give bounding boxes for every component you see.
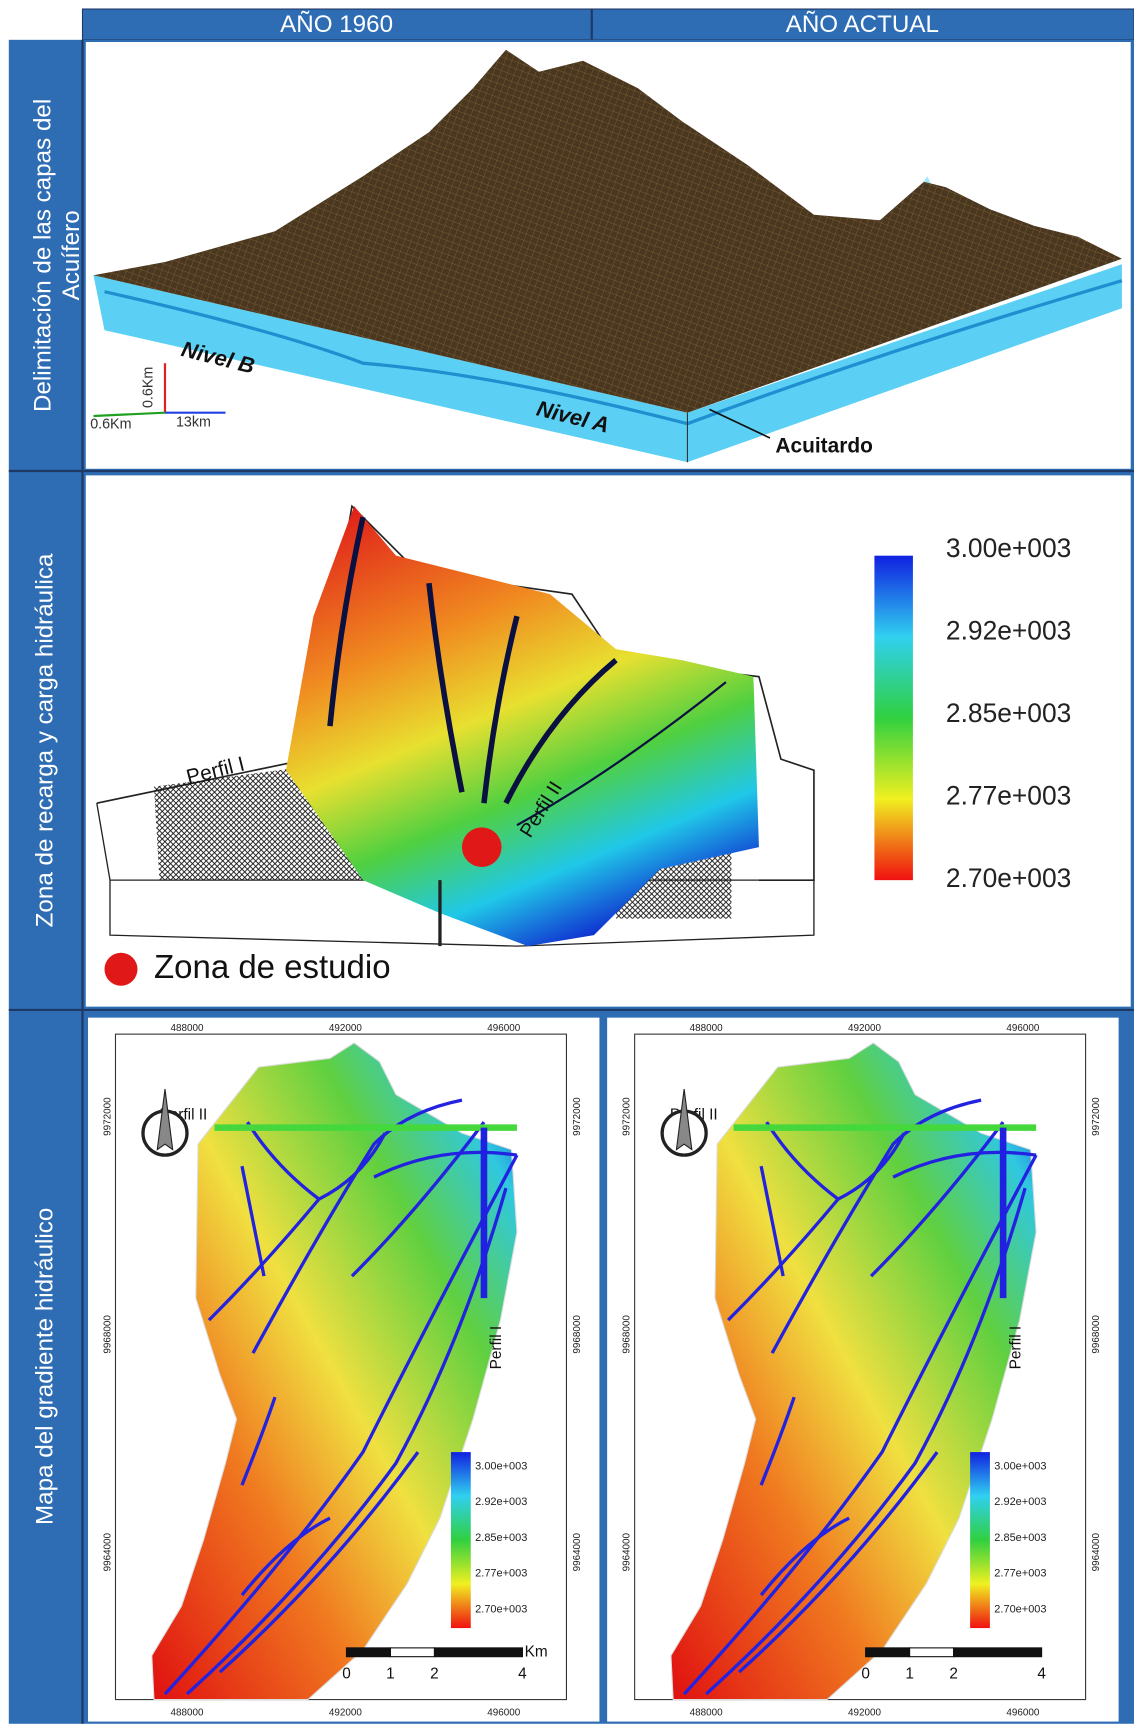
scale-label: 0 xyxy=(861,1665,870,1682)
row-label-line: Acuífero xyxy=(58,210,85,300)
colorbar-label: 2.92e+003 xyxy=(946,616,1071,646)
legend-label: Zona de estudio xyxy=(154,948,391,985)
x-tick-label: 496000 xyxy=(1006,1023,1039,1034)
y-tick-label: 9964000 xyxy=(1091,1532,1102,1571)
axis-label: 13km xyxy=(176,414,211,430)
row-label: Mapa del gradiente hidráulico xyxy=(32,1208,59,1525)
scale-bar xyxy=(954,1648,1042,1657)
colorbar-label: 2.92e+003 xyxy=(475,1496,527,1508)
scale-label: 4 xyxy=(1037,1665,1046,1682)
scale-label: 4 xyxy=(518,1665,527,1682)
head-figure: Perfil I Perfil II 3.00e+0032.92e+0032.8… xyxy=(86,475,1131,1006)
scale-bar xyxy=(434,1648,522,1657)
profile-label: Perfil I xyxy=(488,1326,505,1370)
y-tick-label: 9972000 xyxy=(102,1097,113,1136)
y-tick-label: 9964000 xyxy=(572,1532,583,1571)
x-tick-label: 488000 xyxy=(690,1707,723,1718)
colorbar xyxy=(451,1452,471,1628)
profile-label: Perfil I xyxy=(1007,1326,1024,1370)
figure-table: AÑO 1960 AÑO ACTUAL Delimitación de las … xyxy=(0,0,1134,1724)
scale-bar xyxy=(346,1648,390,1657)
y-tick-label: 9968000 xyxy=(572,1315,583,1354)
y-tick-label: 9964000 xyxy=(622,1532,633,1571)
scale-label: 2 xyxy=(430,1665,439,1682)
row-label: Zona de recarga y carga hidráulica xyxy=(32,553,59,927)
scale-label: 0 xyxy=(342,1665,351,1682)
y-tick-label: 9972000 xyxy=(572,1097,583,1136)
scale-bar xyxy=(390,1648,434,1657)
colorbar-label: 2.77e+003 xyxy=(994,1568,1046,1580)
colorbar-label: 2.70e+003 xyxy=(946,863,1071,893)
header-bar xyxy=(82,9,1134,40)
header-cell: AÑO 1960 xyxy=(280,11,393,38)
y-tick-label: 9964000 xyxy=(102,1532,113,1571)
x-tick-label: 492000 xyxy=(848,1707,881,1718)
x-tick-label: 488000 xyxy=(171,1707,204,1718)
colorbar-label: 3.00e+003 xyxy=(475,1460,527,1472)
y-tick-label: 9968000 xyxy=(1091,1315,1102,1354)
axis-label: 0.6Km xyxy=(90,417,131,433)
x-tick-label: 492000 xyxy=(329,1707,362,1718)
page: {"header": {"col1": "AÑO 1960", "col2": … xyxy=(0,0,1134,1724)
colorbar-label: 2.70e+003 xyxy=(994,1603,1046,1615)
x-tick-label: 492000 xyxy=(329,1023,362,1034)
colorbar-label: 2.77e+003 xyxy=(475,1568,527,1580)
scale-unit: Km xyxy=(525,1643,548,1660)
y-tick-label: 9972000 xyxy=(622,1097,633,1136)
header-cell: AÑO ACTUAL xyxy=(786,11,939,38)
colorbar-label: 2.85e+003 xyxy=(994,1532,1046,1544)
row-label-line: Delimitación de las capas del xyxy=(29,99,56,412)
x-tick-label: 488000 xyxy=(690,1023,723,1034)
colorbar-label: 2.70e+003 xyxy=(475,1603,527,1615)
scale-label: 1 xyxy=(386,1665,395,1682)
colorbar xyxy=(874,556,912,880)
aquitard-label: Acuitardo xyxy=(775,434,872,457)
colorbar-label: 2.77e+003 xyxy=(946,781,1071,811)
legend-symbol xyxy=(104,953,137,986)
axis-label: 0.6Km xyxy=(140,367,156,408)
scale-bar xyxy=(866,1648,910,1657)
scale-label: 1 xyxy=(905,1665,914,1682)
scale-bar xyxy=(910,1648,954,1657)
scale-label: 2 xyxy=(949,1665,958,1682)
x-tick-label: 488000 xyxy=(171,1023,204,1034)
x-tick-label: 496000 xyxy=(487,1023,520,1034)
colorbar-label: 2.85e+003 xyxy=(946,698,1071,728)
colorbar-label: 2.85e+003 xyxy=(475,1532,527,1544)
layers-figure: Nivel B Nivel A Acuitardo 0.6Km 0.6Km 13… xyxy=(86,42,1131,469)
colorbar xyxy=(970,1452,990,1628)
colorbar-label: 3.00e+003 xyxy=(994,1460,1046,1472)
y-tick-label: 9972000 xyxy=(1091,1097,1102,1136)
x-tick-label: 496000 xyxy=(487,1707,520,1718)
x-tick-label: 496000 xyxy=(1006,1707,1039,1718)
colorbar-label: 2.92e+003 xyxy=(994,1496,1046,1508)
x-tick-label: 492000 xyxy=(848,1023,881,1034)
colorbar-label: 3.00e+003 xyxy=(946,533,1071,563)
y-tick-label: 9968000 xyxy=(622,1315,633,1354)
study-zone xyxy=(462,827,502,867)
y-tick-label: 9968000 xyxy=(102,1315,113,1354)
